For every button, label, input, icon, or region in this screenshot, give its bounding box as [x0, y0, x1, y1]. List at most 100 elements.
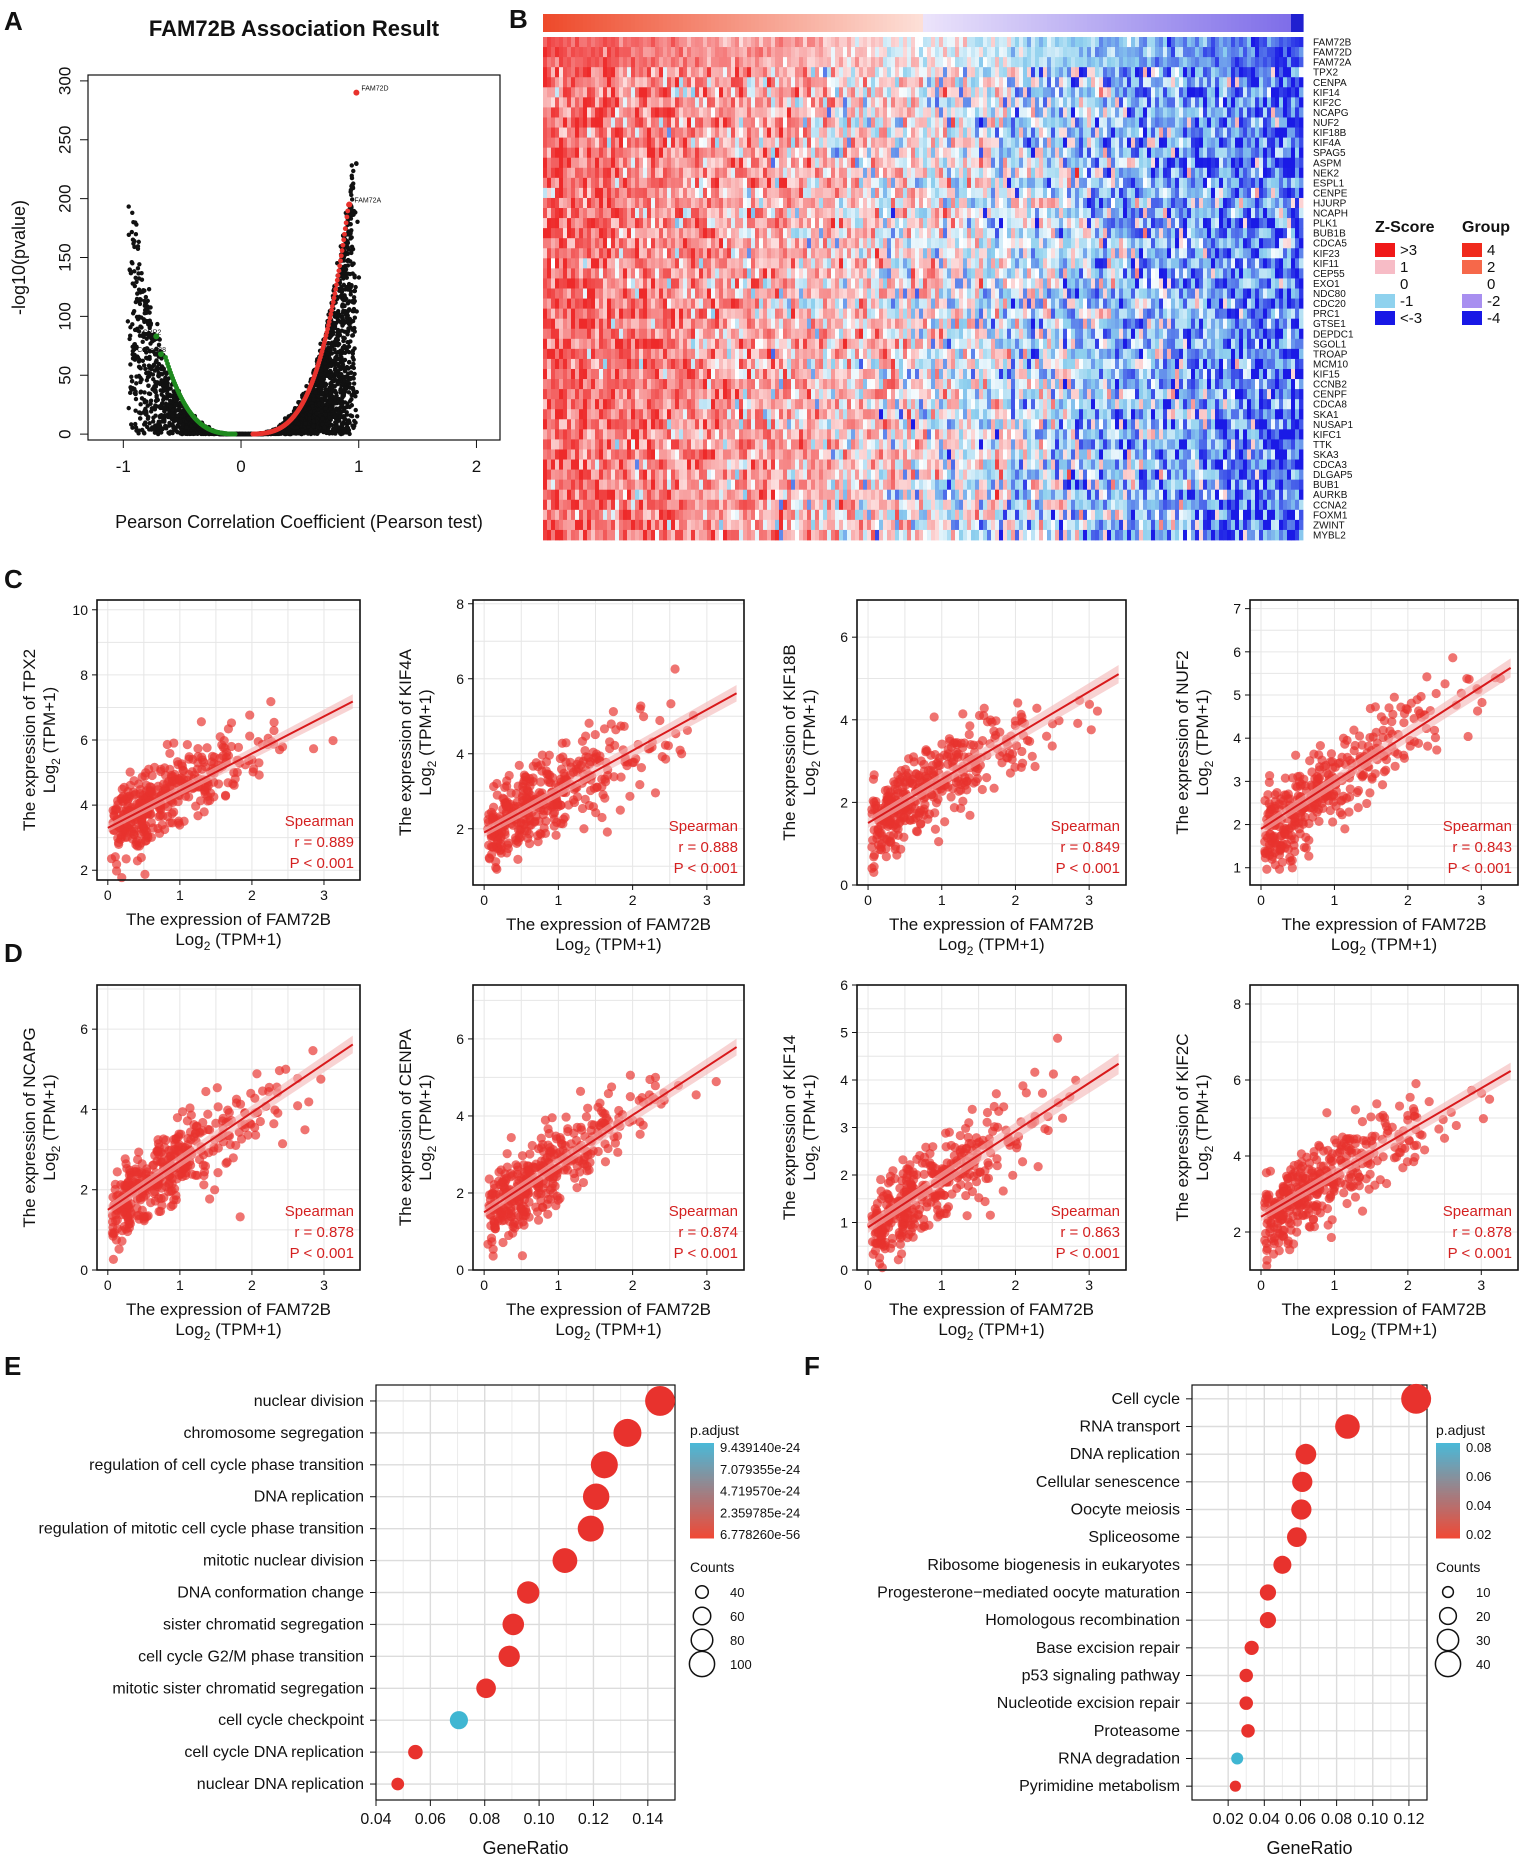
positive-edge-point: [337, 263, 343, 269]
heatmap-cell: [543, 278, 548, 289]
positive-edge-point: [342, 231, 347, 237]
heatmap-cell: [603, 449, 608, 460]
heatmap-cell: [555, 258, 560, 269]
group-bar-cell: [963, 14, 968, 32]
y-axis-label: -log10(pvalue): [9, 200, 29, 315]
heatmap-cell: [599, 67, 604, 78]
heatmap-cell: [599, 278, 604, 289]
heatmap-cell: [611, 459, 616, 470]
heatmap-cell: [643, 218, 648, 229]
heatmap-cell: [643, 127, 648, 138]
data-point: [144, 412, 149, 417]
heatmap-cell: [639, 298, 644, 310]
heatmap-cell: [591, 37, 596, 48]
heatmap-cell: [635, 469, 640, 481]
group-bar-cell: [931, 14, 936, 32]
heatmap-cell: [599, 177, 604, 189]
heatmap-cell: [607, 208, 612, 219]
heatmap-cell: [595, 389, 600, 400]
data-point: [183, 430, 188, 436]
heatmap-cell: [643, 328, 648, 340]
heatmap-cell: [559, 308, 564, 320]
heatmap-cell: [551, 529, 556, 541]
data-point: [351, 361, 356, 367]
heatmap-cell: [611, 57, 616, 68]
heatmap-cell: [579, 117, 584, 128]
group-bar-cell: [859, 14, 864, 32]
data-point: [345, 300, 351, 306]
heatmap-cell: [619, 187, 624, 199]
group-bar-cell: [971, 14, 976, 32]
heatmap-cell: [583, 167, 588, 179]
heatmap-cell: [615, 499, 620, 511]
heatmap-cell: [595, 258, 600, 269]
heatmap-cell: [543, 37, 548, 48]
heatmap-cell: [571, 379, 576, 390]
heatmap-cell: [627, 87, 632, 98]
heatmap-cell: [639, 157, 644, 169]
heatmap-cell: [543, 57, 548, 68]
heatmap-cell: [575, 127, 580, 138]
group-bar-cell: [891, 14, 896, 32]
data-point: [130, 261, 135, 266]
heatmap-cell: [623, 449, 628, 460]
heatmap-cell: [567, 208, 572, 219]
heatmap-cell: [651, 107, 656, 118]
heatmap-cell: [619, 197, 624, 209]
heatmap-cell: [627, 258, 632, 269]
heatmap-cell: [611, 328, 616, 340]
heatmap-cell: [651, 127, 656, 138]
heatmap-cell: [567, 399, 572, 410]
group-bar-cell: [695, 14, 700, 32]
heatmap-cell: [555, 117, 560, 128]
heatmap-cell: [639, 288, 644, 299]
heatmap-cell: [635, 358, 640, 370]
group-bar-cell: [643, 14, 648, 32]
heatmap-cell: [563, 177, 568, 189]
data-point: [346, 308, 351, 313]
heatmap-cell: [579, 77, 584, 88]
group-bar-cell: [1179, 14, 1184, 32]
data-point: [335, 327, 341, 333]
data-point: [349, 212, 355, 218]
group-bar-cell: [619, 14, 624, 32]
heatmap-cell: [607, 268, 612, 279]
heatmap-cell: [567, 47, 572, 58]
data-point: [336, 380, 341, 385]
heatmap-cell: [579, 449, 584, 460]
heatmap-cell: [555, 147, 560, 159]
positive-edge-point: [330, 303, 335, 309]
data-point: [355, 219, 360, 224]
group-bar-cell: [875, 14, 880, 32]
data-point: [353, 420, 358, 425]
heatmap-cell: [639, 469, 644, 481]
heatmap-cell: [555, 389, 560, 400]
heatmap-cell: [587, 318, 592, 330]
heatmap-cell: [619, 37, 624, 48]
heatmap-cell: [563, 87, 568, 98]
heatmap-cell: [643, 208, 648, 219]
heatmap-cell: [571, 87, 576, 98]
heatmap-cell: [551, 288, 556, 299]
heatmap-cell: [631, 67, 636, 78]
heatmap-cell: [619, 167, 624, 179]
heatmap-cell: [543, 258, 548, 269]
group-bar-cell: [1183, 14, 1188, 32]
heatmap-cell: [567, 489, 572, 501]
heatmap-cell: [619, 258, 624, 269]
heatmap-cell: [643, 137, 648, 149]
heatmap-cell: [595, 127, 600, 138]
group-bar-cell: [943, 14, 948, 32]
heatmap-cell: [555, 529, 560, 541]
group-bar-cell: [927, 14, 932, 32]
heatmap-cell: [547, 399, 552, 410]
heatmap-cell: [639, 97, 644, 108]
heatmap-cell: [639, 197, 644, 209]
heatmap-cell: [635, 197, 640, 209]
heatmap-cell: [567, 449, 572, 460]
heatmap-cell: [555, 469, 560, 481]
heatmap-cell: [587, 338, 592, 350]
heatmap-cell: [635, 37, 640, 48]
heatmap-cell: [547, 449, 552, 460]
heatmap-cell: [575, 117, 580, 128]
